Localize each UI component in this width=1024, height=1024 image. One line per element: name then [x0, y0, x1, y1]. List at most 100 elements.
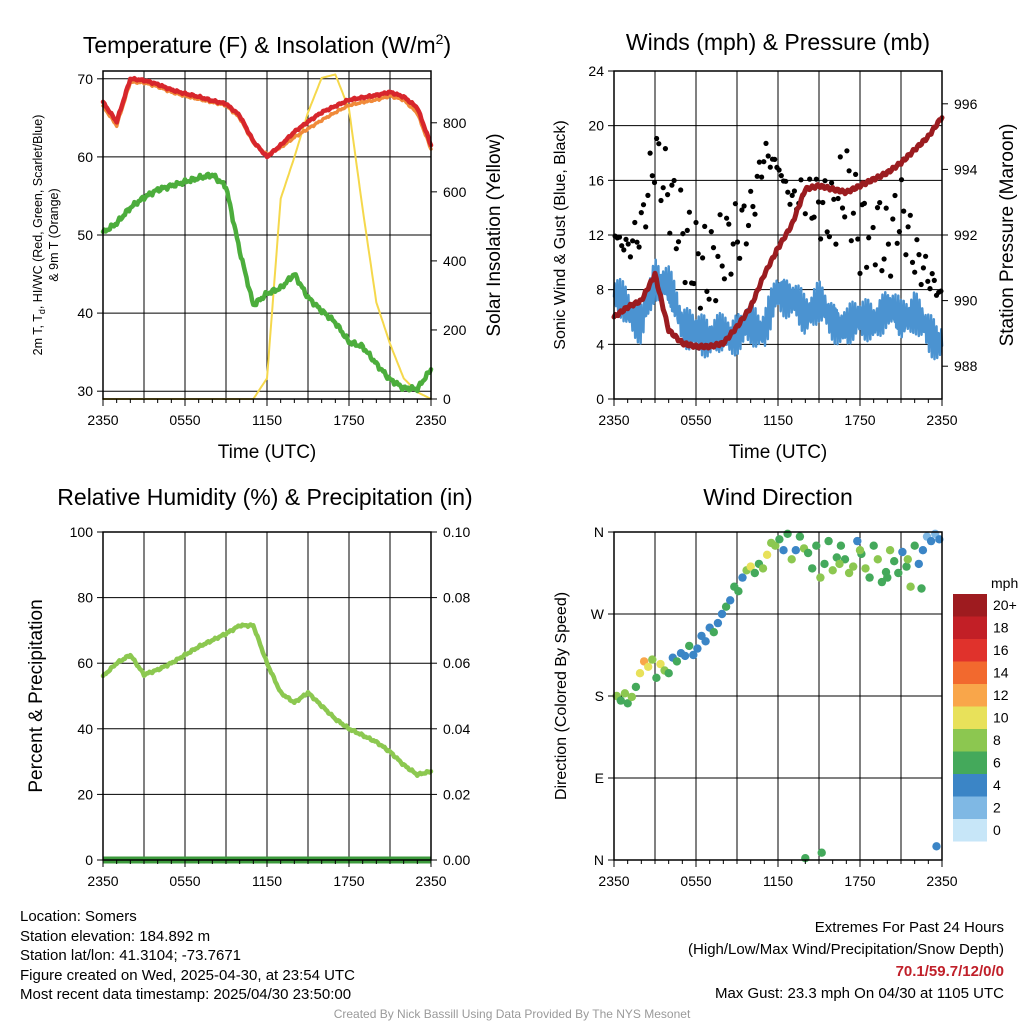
- gust-point: [619, 243, 625, 249]
- gust-point: [861, 200, 868, 206]
- gust-point: [730, 241, 736, 247]
- direction-point: [721, 602, 731, 611]
- gust-point: [667, 230, 673, 236]
- legend-label: 4: [993, 777, 1001, 793]
- legend-swatch: [953, 796, 987, 819]
- gust-point: [772, 156, 778, 162]
- x-tick-label: 1150: [252, 412, 282, 428]
- y-tick-label: 200: [443, 322, 467, 338]
- direction-point: [840, 555, 850, 564]
- gust-point: [853, 171, 859, 177]
- direction-point: [817, 848, 826, 857]
- y-tick-label: E: [595, 770, 604, 786]
- direction-point: [832, 553, 841, 562]
- x-tick-label: 2350: [926, 873, 957, 889]
- legend-swatch: [953, 729, 987, 752]
- direction-point: [932, 842, 941, 851]
- gust-point: [719, 263, 725, 269]
- gust-point: [896, 229, 903, 235]
- direction-point: [902, 562, 911, 571]
- gust-point: [669, 182, 675, 188]
- direction-point: [779, 546, 788, 555]
- gust-point: [684, 227, 690, 233]
- direction-point: [791, 546, 800, 555]
- gust-point: [907, 212, 913, 218]
- gust-point: [695, 251, 701, 257]
- gust-point: [923, 253, 929, 259]
- direction-point: [820, 559, 829, 569]
- gust-point: [874, 205, 881, 211]
- direction-point: [910, 541, 919, 550]
- gust-point: [739, 207, 745, 213]
- max-gust: Max Gust: 23.3 mph On 04/30 at 1105 UTC: [714, 985, 1004, 1002]
- gust-point: [815, 199, 822, 205]
- y-tick-label: 20: [77, 786, 93, 802]
- gust-point: [888, 273, 894, 279]
- y-tick-label: 600: [443, 184, 467, 200]
- station-info: Location: Somers Station elevation: 184.…: [20, 907, 355, 1005]
- y-tick-label: 0: [596, 391, 604, 407]
- relative-humidity-line: [100, 622, 434, 779]
- direction-point: [717, 609, 727, 619]
- direction-point: [713, 618, 723, 628]
- x-tick-label: 2350: [87, 873, 118, 889]
- legend-swatch: [953, 594, 987, 617]
- direction-point: [795, 532, 805, 541]
- y-tick-label: S: [595, 688, 604, 704]
- gust-point: [903, 252, 909, 258]
- direction-point: [849, 562, 858, 571]
- y-tick-label: 60: [77, 655, 93, 671]
- gust-point: [848, 238, 854, 244]
- y-tick-label: 8: [596, 282, 604, 298]
- gust-point: [822, 178, 828, 184]
- gust-point: [706, 296, 712, 302]
- temperature-line: [100, 75, 434, 160]
- x-tick-label: 2350: [415, 412, 446, 428]
- y-tick-label: 994: [954, 161, 978, 177]
- direction-ylabel-left: Direction (Colored By Speed): [553, 592, 570, 800]
- gust-point: [675, 239, 682, 245]
- gust-point: [831, 196, 837, 202]
- x-tick-label: 0550: [169, 412, 200, 428]
- gust-point: [700, 255, 706, 261]
- legend-label: 6: [993, 755, 1001, 771]
- gust-point: [807, 176, 813, 182]
- direction-point: [746, 562, 755, 571]
- direction-point: [685, 641, 694, 651]
- gust-point: [743, 241, 749, 247]
- sonic-wind-line: [612, 258, 944, 361]
- direction-point: [750, 568, 759, 578]
- direction-point: [623, 699, 632, 708]
- gust-point: [866, 235, 872, 241]
- gust-point: [826, 234, 833, 240]
- gust-point: [632, 219, 638, 226]
- dewpoint-line: [100, 171, 434, 394]
- gust-point: [846, 168, 852, 174]
- y-tick-label: 996: [954, 96, 978, 112]
- y-tick-label: 60: [77, 149, 93, 165]
- direction-point: [803, 548, 813, 558]
- temperature-left-ticks: 30 40 50 60 70: [77, 71, 103, 399]
- direction-point: [664, 669, 673, 678]
- y-tick-label: 40: [77, 721, 93, 737]
- station-location: Location: Somers: [20, 908, 137, 925]
- station-latlon: Station lat/lon: 41.3104; -73.7671: [20, 947, 242, 964]
- gust-point: [890, 216, 896, 222]
- direction-point: [648, 655, 657, 664]
- direction-point: [644, 662, 653, 671]
- winds-panel: Winds (mph) & Pressure (mb) 04812162024 …: [552, 29, 1018, 463]
- humidity-ylabel-left: Percent & Precipitation: [26, 599, 47, 792]
- gust-point: [717, 212, 723, 218]
- temperature-grid: [103, 71, 431, 399]
- gust-point: [745, 222, 752, 229]
- winds-series: [611, 115, 945, 361]
- gust-point: [627, 254, 634, 260]
- gust-point: [640, 202, 647, 208]
- gust-point: [634, 239, 640, 245]
- y-tick-label: 0.02: [443, 786, 470, 802]
- gust-point: [671, 177, 677, 184]
- x-tick-label: 1150: [763, 412, 793, 428]
- direction-point: [616, 696, 625, 705]
- gust-point: [870, 224, 876, 231]
